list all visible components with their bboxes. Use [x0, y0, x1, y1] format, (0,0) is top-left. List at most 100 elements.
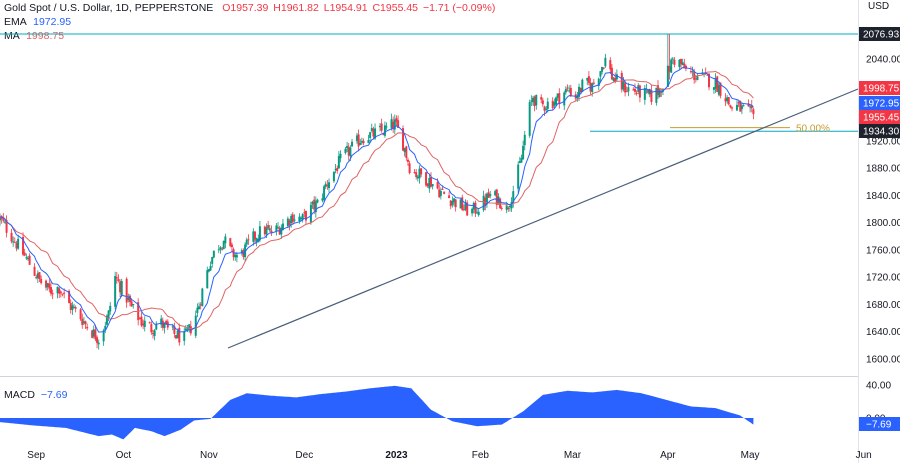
candle[interactable] [673, 57, 676, 68]
candle[interactable] [650, 85, 653, 105]
candle[interactable] [448, 191, 451, 199]
candle[interactable] [155, 321, 158, 331]
candle[interactable] [323, 184, 326, 204]
ma-line[interactable] [0, 70, 754, 330]
candle[interactable] [324, 181, 327, 190]
candle[interactable] [303, 208, 306, 218]
candle[interactable] [339, 150, 342, 163]
candle[interactable] [706, 74, 709, 76]
candle[interactable] [176, 328, 179, 339]
symbol-title[interactable]: Gold Spot / U.S. Dollar, 1D, PEPPERSTONE [4, 2, 214, 14]
candle[interactable] [712, 87, 715, 94]
candle[interactable] [91, 329, 94, 339]
candle[interactable] [369, 131, 372, 142]
candle[interactable] [402, 125, 405, 151]
candle[interactable] [454, 198, 457, 212]
candle[interactable] [309, 201, 312, 225]
candle[interactable] [390, 113, 393, 131]
candle[interactable] [520, 154, 523, 163]
candle[interactable] [643, 84, 646, 105]
candle[interactable] [604, 53, 607, 68]
candle[interactable] [740, 102, 743, 115]
candle[interactable] [360, 137, 363, 145]
candle[interactable] [576, 91, 579, 102]
candle[interactable] [209, 261, 212, 271]
macd-area[interactable] [0, 385, 754, 440]
candle[interactable] [286, 216, 289, 228]
candle[interactable] [326, 180, 329, 190]
candle[interactable] [416, 175, 419, 182]
candle[interactable] [439, 187, 442, 200]
candle[interactable] [207, 268, 210, 273]
candle[interactable] [441, 186, 444, 190]
candle[interactable] [566, 84, 569, 92]
candle[interactable] [449, 200, 452, 210]
candle[interactable] [367, 134, 370, 144]
candle[interactable] [142, 319, 145, 330]
candle[interactable] [114, 271, 117, 310]
candle[interactable] [334, 164, 337, 174]
candle[interactable] [530, 95, 533, 107]
candle[interactable] [507, 206, 510, 212]
candle[interactable] [267, 220, 270, 230]
candle[interactable] [752, 107, 755, 120]
candle[interactable] [217, 244, 220, 254]
candle[interactable] [370, 123, 373, 133]
candle[interactable] [221, 246, 224, 251]
candle[interactable] [714, 73, 717, 94]
candle[interactable] [563, 90, 566, 111]
candle[interactable] [140, 312, 143, 328]
candle[interactable] [420, 167, 423, 178]
candle[interactable] [555, 96, 558, 107]
candle[interactable] [415, 168, 418, 180]
candle[interactable] [426, 183, 429, 188]
candle[interactable] [393, 114, 396, 135]
candle[interactable] [5, 215, 8, 238]
candle[interactable] [288, 218, 291, 231]
candle[interactable] [148, 321, 151, 324]
candle[interactable] [219, 246, 222, 254]
candle[interactable] [747, 99, 750, 107]
candle[interactable] [12, 236, 15, 247]
candle[interactable] [59, 290, 62, 298]
candle[interactable] [681, 58, 684, 66]
candle[interactable] [750, 99, 753, 113]
candle[interactable] [45, 279, 48, 291]
candle[interactable] [735, 100, 738, 111]
candle[interactable] [35, 274, 38, 280]
candle[interactable] [531, 95, 534, 106]
candle[interactable] [28, 253, 31, 265]
candle[interactable] [602, 67, 605, 70]
candle[interactable] [68, 289, 71, 304]
candle[interactable] [160, 315, 163, 329]
macd-value-badge[interactable]: −7.69 [859, 417, 900, 431]
candle[interactable] [199, 302, 202, 310]
candle[interactable] [150, 321, 153, 335]
candle[interactable] [599, 70, 602, 82]
candle[interactable] [551, 97, 554, 111]
candle[interactable] [668, 34, 671, 80]
candle[interactable] [196, 303, 199, 318]
candle[interactable] [731, 106, 734, 112]
candle[interactable] [359, 138, 362, 146]
candle[interactable] [49, 281, 52, 297]
candle[interactable] [355, 132, 358, 144]
candle[interactable] [212, 250, 215, 259]
candle[interactable] [625, 86, 628, 93]
candle[interactable] [61, 293, 64, 297]
price-badge-ma[interactable]: 1998.75 [859, 81, 900, 95]
candle[interactable] [528, 99, 531, 138]
candle[interactable] [453, 198, 456, 207]
ema-line[interactable] [0, 66, 754, 333]
candle[interactable] [82, 316, 85, 325]
candle[interactable] [194, 310, 197, 339]
candle[interactable] [33, 263, 36, 276]
ema-legend[interactable]: EMA 1972.95 [4, 16, 71, 28]
candle[interactable] [443, 191, 446, 195]
candle[interactable] [222, 240, 225, 250]
candle[interactable] [316, 198, 319, 204]
candle[interactable] [232, 247, 235, 261]
candle[interactable] [466, 200, 469, 216]
macd-legend[interactable]: MACD −7.69 [4, 389, 67, 401]
candle[interactable] [351, 138, 354, 148]
